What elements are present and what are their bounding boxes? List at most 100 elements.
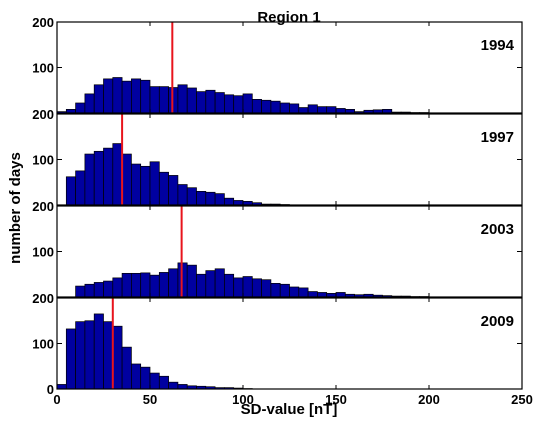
histogram-bar xyxy=(307,291,318,298)
histogram-bar xyxy=(279,283,290,298)
histogram-bar xyxy=(224,273,235,298)
x-tick-label: 200 xyxy=(418,392,440,407)
histogram-bar xyxy=(158,272,169,298)
histogram-bar xyxy=(168,268,179,298)
y-tick-label: 0 xyxy=(47,382,54,397)
histogram-bar xyxy=(93,84,104,114)
histogram-bar xyxy=(186,187,197,206)
y-tick-label: 200 xyxy=(32,107,54,122)
histogram-bar xyxy=(56,384,67,390)
histogram-bar xyxy=(205,191,216,206)
panel-year-label: 2009 xyxy=(481,313,514,330)
histogram-bar xyxy=(242,93,253,114)
histogram-bar xyxy=(149,161,160,206)
histogram-bar xyxy=(242,276,253,298)
histogram-bar xyxy=(335,108,346,114)
y-tick-label: 200 xyxy=(32,199,54,214)
histogram-bar xyxy=(75,285,86,298)
histogram-bar xyxy=(205,89,216,114)
histogram-bar xyxy=(121,346,132,390)
histogram-bar xyxy=(177,384,188,390)
histogram-bar xyxy=(131,363,142,390)
histogram-bar xyxy=(112,325,123,390)
histogram-bar xyxy=(279,102,290,114)
y-axis-title: number of days xyxy=(7,152,24,264)
histogram-bar xyxy=(196,91,207,114)
histogram-bar xyxy=(149,372,160,390)
histogram-bar xyxy=(65,176,76,206)
y-tick-label: 100 xyxy=(32,245,54,260)
histogram-bar xyxy=(84,153,95,206)
histogram-bar xyxy=(149,86,160,114)
histogram-bar xyxy=(84,93,95,114)
histogram-bar xyxy=(233,277,244,298)
histogram-bar xyxy=(140,272,151,298)
histogram-bar xyxy=(93,313,104,390)
histogram-bar xyxy=(233,95,244,114)
histogram-bar xyxy=(168,175,179,206)
histogram-bar xyxy=(186,264,197,298)
x-tick-label: 150 xyxy=(325,392,347,407)
histogram-bar xyxy=(121,272,132,298)
histogram-bar xyxy=(261,279,272,298)
histogram-bar xyxy=(233,200,244,206)
histogram-bar xyxy=(224,197,235,206)
x-tick-label: 0 xyxy=(53,392,60,407)
histogram-bar xyxy=(140,366,151,390)
y-tick-label: 100 xyxy=(32,153,54,168)
histogram-bar xyxy=(298,287,309,298)
panel-2009: 0 100 200 2009 xyxy=(32,291,523,397)
histogram-bar xyxy=(112,77,123,114)
histogram-bar xyxy=(65,328,76,390)
histogram-bar xyxy=(317,292,328,298)
panel-2003: 100 200 2003 xyxy=(32,199,523,298)
histogram-bar xyxy=(168,381,179,390)
histogram-bar xyxy=(75,102,86,114)
histogram-bar xyxy=(112,143,123,206)
histogram-bar xyxy=(158,171,169,206)
histogram-bar xyxy=(335,292,346,298)
x-tick-label: 100 xyxy=(232,392,254,407)
panels-layer: 100 200 1994 100 200 1997 100 200 2003 0 100 200 200… xyxy=(32,15,533,407)
panel-1994: 100 200 1994 xyxy=(32,15,523,114)
histogram-bar xyxy=(140,165,151,206)
histogram-bar xyxy=(93,150,104,206)
histogram-bar xyxy=(103,147,114,206)
histogram-bar xyxy=(93,282,104,298)
histogram-bar xyxy=(158,375,169,390)
histogram-bar xyxy=(131,272,142,298)
histogram-bar xyxy=(205,270,216,298)
panel-year-label: 1994 xyxy=(481,37,515,54)
histogram-bar xyxy=(131,78,142,114)
x-axis-title: SD-value [nT] xyxy=(241,401,338,418)
histogram-bar xyxy=(270,283,281,298)
histogram-bar xyxy=(112,277,123,298)
histogram-bar xyxy=(251,278,262,298)
histogram-bar xyxy=(84,320,95,390)
histogram-bar xyxy=(289,286,300,298)
histogram-bar xyxy=(317,106,328,114)
panel-1997: 100 200 1997 xyxy=(32,107,523,206)
panel-year-label: 1997 xyxy=(481,129,514,146)
histogram-bar xyxy=(196,273,207,298)
histogram-bar xyxy=(75,321,86,390)
histogram-bar xyxy=(84,283,95,298)
chart-title: Region 1 xyxy=(257,9,320,26)
y-tick-label: 100 xyxy=(32,337,54,352)
y-tick-label: 100 xyxy=(32,61,54,76)
histogram-bar xyxy=(103,78,114,114)
histogram-bar xyxy=(121,153,132,206)
histogram-bar xyxy=(307,104,318,114)
histogram-bar xyxy=(214,92,225,114)
histogram-bar xyxy=(121,80,132,114)
x-tick-label: 250 xyxy=(511,392,533,407)
histogram-bar xyxy=(261,99,272,114)
histogram-bar xyxy=(177,184,188,206)
histogram-bar xyxy=(326,106,337,114)
histogram-bar xyxy=(214,193,225,206)
histogram-bar xyxy=(75,170,86,206)
histogram-bar xyxy=(140,79,151,114)
y-tick-label: 200 xyxy=(32,15,54,30)
